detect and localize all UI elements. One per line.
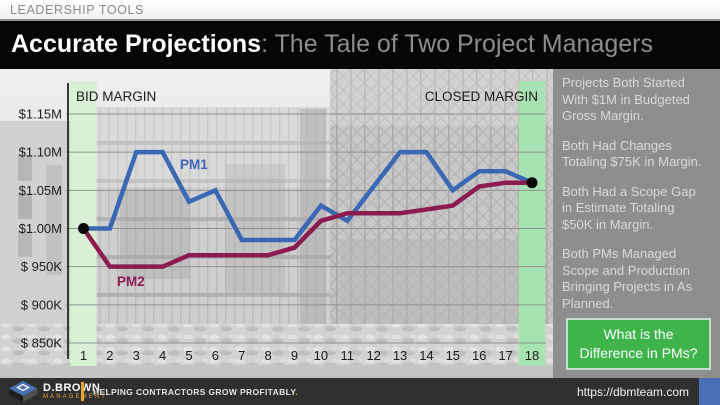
y-tick-label: $1.15M	[19, 107, 62, 122]
title-bar: Accurate Projections: The Tale of Two Pr…	[0, 21, 720, 69]
series-label-pm2: PM2	[117, 274, 145, 289]
tagline-period: .	[295, 387, 299, 397]
y-tick-label: $1.00M	[19, 221, 62, 236]
series-line-pm1	[83, 149, 533, 243]
x-tick-label: 3	[133, 348, 140, 363]
margin-line-chart: $1.15M $1.10M $1.05M $1.00M $ 950K $ 900K $ 85…	[19, 81, 546, 366]
page-title-bold: Accurate Projections	[11, 30, 262, 58]
x-tick-label: 6	[212, 348, 219, 363]
x-tick-label: 5	[185, 348, 192, 363]
note-changes: Both Had Changes Totaling $75K in Margin…	[562, 137, 702, 170]
y-tick-label: $ 950K	[21, 259, 63, 274]
data-point-marker-x1	[78, 223, 89, 234]
y-tick-label: $1.10M	[19, 145, 62, 160]
note-pms-managed: Both PMs Managed Scope and Production Br…	[562, 246, 693, 311]
x-tick-label: 2	[106, 348, 113, 363]
dbrown-logo-icon	[9, 381, 37, 402]
difference-cta-button[interactable]: What is the Difference in PMs?	[566, 318, 711, 370]
note-start-margin: Projects Both Started With $1M in Budget…	[562, 75, 690, 123]
series-label-pm1: PM1	[180, 157, 208, 172]
company-logo: D.BROWN MANAGEMENT	[8, 380, 107, 403]
footer-separator	[81, 382, 84, 401]
page-title-rest: : The Tale of Two Project Managers	[261, 30, 653, 58]
bid-margin-label: BID MARGIN	[76, 89, 156, 104]
logo-subtitle: MANAGEMENT	[43, 393, 108, 400]
data-point-marker-x18	[526, 177, 538, 189]
logo-name: D.BROWN	[43, 381, 101, 394]
highlight-column-18	[518, 81, 546, 366]
footer-tagline: HELPING CONTRACTORS GROW PROFITABLY.	[93, 387, 299, 397]
x-tick-label: 12	[366, 348, 380, 363]
closed-margin-label: CLOSED MARGIN	[425, 89, 538, 104]
x-tick-label: 9	[291, 348, 298, 363]
footer-bar: D.BROWN MANAGEMENT HELPING CONTRACTORS G…	[0, 378, 720, 405]
x-tick-label: 7	[238, 348, 245, 363]
x-tick-label: 16	[472, 348, 486, 363]
x-tick-label: 10	[314, 348, 328, 363]
x-tick-label: 11	[341, 348, 355, 363]
series-line-pm2	[81, 180, 532, 269]
x-tick-label: 1	[80, 348, 87, 363]
meta-bar: LEADERSHIP TOOLS	[0, 0, 720, 21]
meta-bar-label: LEADERSHIP TOOLS	[10, 3, 144, 17]
x-tick-label: 4	[159, 348, 166, 363]
sidebar: Projects Both Started With $1M in Budget…	[553, 69, 720, 378]
logo-text: D.BROWN MANAGEMENT	[43, 381, 108, 401]
x-tick-label: 14	[419, 348, 433, 363]
x-tick-label: 17	[498, 348, 512, 363]
y-tick-label: $ 900K	[21, 297, 63, 312]
x-tick-label: 8	[265, 348, 272, 363]
footer-blue-accent	[699, 378, 720, 405]
note-scope-gap: Both Had a Scope Gap in Estimate Totalin…	[562, 183, 696, 232]
x-tick-label: 18	[525, 348, 539, 363]
x-tick-label: 13	[393, 348, 407, 363]
x-tick-label: 15	[446, 348, 460, 363]
page-title: Accurate Projections: The Tale of Two Pr…	[11, 30, 653, 59]
y-tick-label: $ 850K	[21, 336, 63, 351]
y-tick-label: $1.05M	[19, 183, 62, 198]
footer-url-link[interactable]: https://dbmteam.com	[576, 385, 689, 399]
